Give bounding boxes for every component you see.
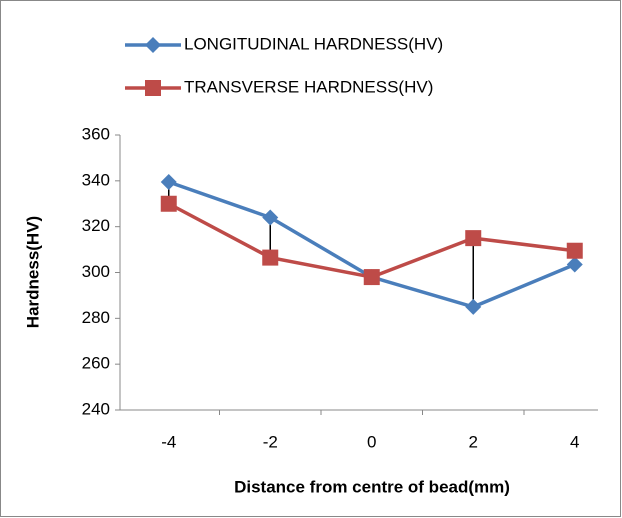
legend-marker (145, 37, 161, 53)
data-point (160, 195, 177, 212)
y-tick-label: 360 (82, 124, 110, 143)
y-tick-label: 240 (82, 399, 110, 418)
data-point (566, 242, 583, 259)
y-tick-label: 320 (82, 216, 110, 235)
y-tick-label: 280 (82, 308, 110, 327)
x-axis-title: Distance from centre of bead(mm) (234, 477, 510, 496)
y-tick-label: 260 (82, 354, 110, 373)
data-point (262, 209, 279, 226)
data-point (566, 256, 583, 273)
data-point (465, 230, 482, 247)
data-point (363, 269, 380, 286)
y-axis-title: Hardness(HV) (23, 216, 42, 328)
legend-label: TRANSVERSE HARDNESS(HV) (184, 77, 433, 96)
data-point (262, 249, 279, 266)
data-point (160, 173, 177, 190)
x-tick-label: 0 (367, 432, 376, 451)
data-point (465, 298, 482, 315)
y-tick-label: 300 (82, 262, 110, 281)
x-tick-label: 4 (570, 432, 579, 451)
x-tick-label: -2 (263, 432, 278, 451)
x-tick-label: 2 (469, 432, 478, 451)
y-tick-label: 340 (82, 170, 110, 189)
legend-marker (145, 80, 161, 96)
legend-label: LONGITUDINAL HARDNESS(HV) (184, 34, 443, 53)
x-tick-label: -4 (161, 432, 176, 451)
